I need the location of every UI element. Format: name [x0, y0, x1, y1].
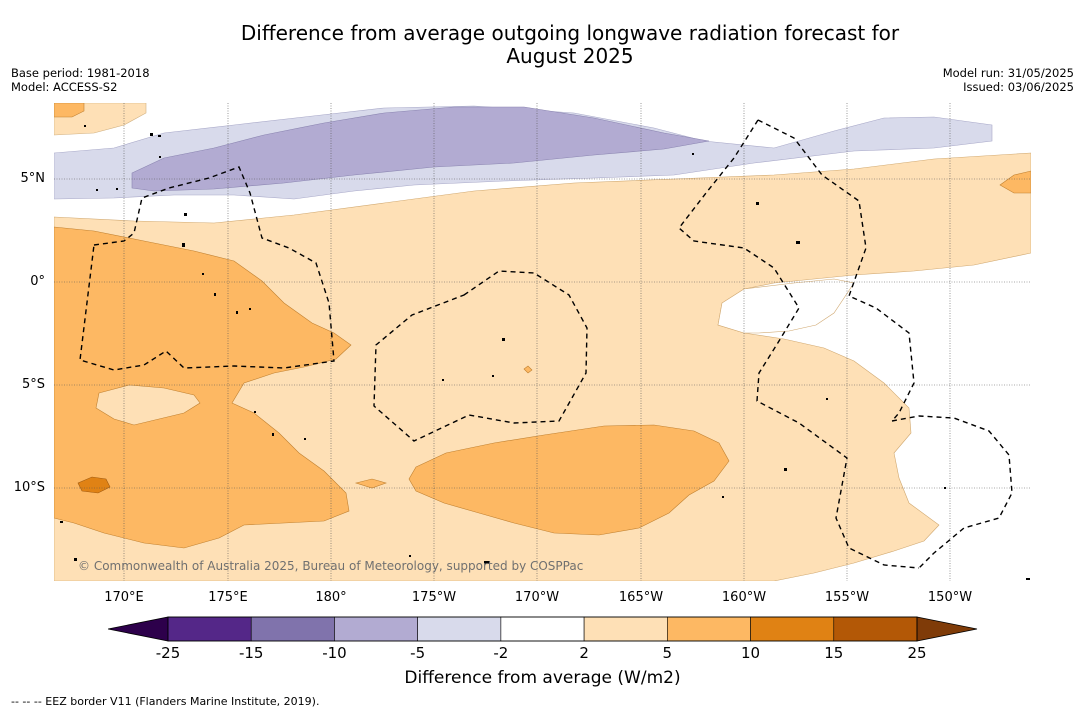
contour-orange-east-edge — [999, 170, 1031, 194]
base-period: Base period: 1981-2018 — [11, 66, 150, 80]
lat-label-5n: 5°N — [20, 171, 46, 186]
lon-label-170w: 170°W — [514, 590, 560, 605]
colorbar-extend-high — [916, 616, 978, 642]
colorbar-cell — [833, 616, 918, 642]
colorbar — [108, 616, 978, 642]
colorbar-cells — [167, 616, 918, 642]
graticule — [54, 103, 1031, 581]
colorbar-tick-label: -25 — [155, 644, 181, 662]
colorbar-cell — [250, 616, 335, 642]
colorbar-tick-label: 10 — [741, 644, 761, 662]
colorbar-tick-label: -10 — [322, 644, 347, 662]
contour-orange-small-west — [354, 478, 387, 489]
lon-label-175w: 175°W — [411, 590, 457, 605]
title-line-1: Difference from average outgoing longwav… — [240, 21, 900, 45]
colorbar-tick-label: 5 — [662, 644, 673, 662]
anomaly-map — [54, 103, 1031, 581]
lon-label-150w: 150°W — [927, 590, 973, 605]
contour-dark-orange-west — [77, 476, 111, 494]
colorbar-cell — [417, 616, 502, 642]
eez-border-line-islands-west — [678, 119, 920, 569]
base-info: Base period: 1981-2018 Model: ACCESS-S2 — [11, 66, 150, 94]
run-info: Model run: 31/05/2025 Issued: 03/06/2025 — [943, 66, 1074, 94]
colorbar-title: Difference from average (W/m2) — [404, 668, 681, 688]
colorbar-cell — [167, 616, 252, 642]
colorbar-tick-label: -5 — [410, 644, 426, 662]
lon-label-160w: 160°W — [721, 590, 767, 605]
eez-border-phoenix — [373, 270, 588, 442]
eez-border-french-polynesia — [891, 415, 1013, 569]
lon-label-170e: 170°E — [104, 590, 144, 605]
colorbar-extend-low — [108, 616, 169, 642]
model-run: Model run: 31/05/2025 — [942, 66, 1074, 80]
colorbar-cell — [667, 616, 751, 642]
eez-legend-note: -- -- -- EEZ border V11 (Flanders Marine… — [11, 695, 320, 708]
contour-light-orange-inner-west — [95, 384, 201, 426]
contour-orange-south-central — [408, 424, 730, 536]
issued-date: Issued: 03/06/2025 — [963, 80, 1074, 94]
lon-label-155w: 155°W — [824, 590, 870, 605]
colorbar-cell — [500, 616, 585, 642]
lon-label-165w: 165°W — [618, 590, 664, 605]
contour-orange-dot — [523, 365, 533, 374]
island-markers — [60, 125, 1030, 580]
lat-label-0: 0° — [30, 274, 45, 289]
colorbar-outline — [167, 616, 918, 642]
eez-border-tuvalu-kiribati — [79, 166, 335, 371]
eez-borders — [79, 119, 1013, 569]
lon-label-180: 180° — [315, 590, 347, 605]
colorbar-tick-label: 25 — [907, 644, 927, 662]
contour-neutral-east — [717, 278, 855, 334]
colorbar-tick-label: 2 — [579, 644, 589, 662]
colorbar-tick-label: 15 — [824, 644, 844, 662]
colorbar-cell — [334, 616, 418, 642]
map-title: Difference from average outgoing longwav… — [140, 22, 1000, 68]
lat-label-5s: 5°S — [21, 377, 45, 392]
model-name: Model: ACCESS-S2 — [11, 80, 118, 94]
lat-label-10s: 10°S — [13, 480, 45, 495]
colorbar-tick-label: -15 — [238, 644, 264, 662]
colorbar-cell — [583, 616, 668, 642]
eez-border-line-islands — [757, 119, 915, 422]
colorbar-tick-label: -2 — [493, 644, 509, 662]
copyright-notice: © Commonwealth of Australia 2025, Bureau… — [78, 559, 584, 573]
lon-label-175e: 175°E — [208, 590, 248, 605]
title-line-2: August 2025 — [506, 44, 634, 68]
contour-orange-topleft — [54, 103, 85, 118]
contour-purple-north — [131, 106, 710, 192]
colorbar-cell — [750, 616, 835, 642]
